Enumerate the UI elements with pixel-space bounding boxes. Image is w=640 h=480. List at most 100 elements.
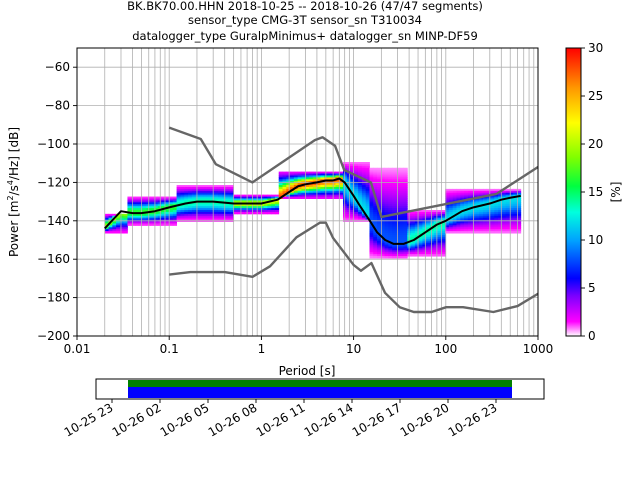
heatmap-cell xyxy=(169,217,174,221)
heatmap-cell xyxy=(320,192,325,196)
heatmap-cell xyxy=(361,173,367,176)
heatmap-cell xyxy=(490,217,495,221)
heatmap-cell xyxy=(104,213,109,217)
heatmap-cell xyxy=(399,246,404,249)
heatmap-cell xyxy=(445,210,450,213)
heatmap-cell xyxy=(475,210,480,213)
heatmap-cell xyxy=(350,177,355,180)
heatmap-cell xyxy=(350,213,355,217)
heatmap-cell xyxy=(377,252,382,255)
heatmap-cell xyxy=(206,206,212,209)
heatmap-cell xyxy=(301,188,306,192)
heatmap-cell xyxy=(369,173,374,176)
heatmap-cell xyxy=(384,167,389,171)
heatmap-cell xyxy=(138,204,143,207)
heatmap-cell xyxy=(494,196,499,199)
heatmap-cell xyxy=(460,211,465,215)
heatmap-cell xyxy=(490,190,495,194)
heatmap-cell xyxy=(501,194,507,198)
heatmap-cell xyxy=(346,192,351,196)
heatmap-cell xyxy=(308,179,314,182)
heatmap-cell xyxy=(516,217,522,221)
heatmap-cell xyxy=(138,208,143,211)
heatmap-cell xyxy=(388,196,393,199)
heatmap-cell xyxy=(297,175,302,178)
heatmap-cell xyxy=(388,169,393,173)
heatmap-cell xyxy=(448,190,454,194)
heatmap-cell xyxy=(343,175,348,178)
heatmap-cell xyxy=(399,215,404,219)
heatmap-cell xyxy=(203,190,208,194)
heatmap-cell xyxy=(513,190,518,194)
heatmap-cell xyxy=(486,223,491,226)
heatmap-cell xyxy=(354,185,359,188)
heatmap-cell xyxy=(297,194,302,198)
heatmap-cell xyxy=(505,190,510,194)
heatmap-cell xyxy=(445,194,450,198)
heatmap-cell xyxy=(187,215,193,219)
heatmap-cell xyxy=(229,190,234,194)
heatmap-cell xyxy=(354,167,359,171)
heatmap-cell xyxy=(399,229,404,232)
heatmap-cell xyxy=(411,252,416,255)
heatmap-cell xyxy=(498,202,503,205)
heatmap-cell xyxy=(256,210,261,213)
heatmap-cell xyxy=(210,210,215,213)
heatmap-cell xyxy=(290,173,295,176)
heatmap-cell xyxy=(301,175,306,178)
heatmap-cell xyxy=(282,171,287,174)
heatmap-cell xyxy=(486,200,491,203)
heatmap-cell xyxy=(369,196,374,199)
heatmap-cell xyxy=(365,204,370,207)
heatmap-cell xyxy=(414,229,420,232)
heatmap-cell xyxy=(448,200,454,203)
heatmap-cell xyxy=(195,190,200,194)
y-tick-label: −80 xyxy=(45,99,70,113)
heatmap-cell xyxy=(135,217,140,221)
heatmap-cell xyxy=(180,185,185,188)
heatmap-cell xyxy=(445,196,450,199)
heatmap-cell xyxy=(369,210,374,213)
heatmap-cell xyxy=(418,210,423,213)
heatmap-cell xyxy=(479,208,484,211)
heatmap-cell xyxy=(214,211,219,215)
heatmap-cell xyxy=(373,250,378,253)
heatmap-cell xyxy=(505,223,510,226)
heatmap-cell xyxy=(252,196,257,199)
heatmap-cell xyxy=(172,208,178,211)
heatmap-cell xyxy=(494,198,499,201)
heatmap-cell xyxy=(153,202,159,205)
heatmap-cell xyxy=(297,186,302,190)
heatmap-cell xyxy=(361,194,367,198)
heatmap-cell xyxy=(467,227,472,230)
heatmap-cell xyxy=(248,200,253,203)
heatmap-cell xyxy=(161,198,166,201)
heatmap-cell xyxy=(172,200,178,203)
heatmap-cell xyxy=(475,194,480,198)
heatmap-cell xyxy=(180,194,185,198)
heatmap-cell xyxy=(452,202,457,205)
heatmap-cell xyxy=(350,188,355,192)
x-tick-label: 10 xyxy=(346,342,361,356)
heatmap-cell xyxy=(150,221,155,224)
heatmap-cell xyxy=(433,210,438,213)
heatmap-cell xyxy=(388,244,393,247)
heatmap-cell xyxy=(388,236,393,240)
heatmap-cell xyxy=(395,188,401,192)
heatmap-cell xyxy=(369,229,374,232)
heatmap-cell xyxy=(377,171,382,174)
heatmap-cell xyxy=(464,194,469,198)
heatmap-cell xyxy=(513,221,518,224)
heatmap-cell xyxy=(392,186,397,190)
heatmap-cell xyxy=(127,208,132,211)
heatmap-cell xyxy=(172,223,178,226)
heatmap-cell xyxy=(501,213,507,217)
heatmap-cell xyxy=(343,190,348,194)
heatmap-cell xyxy=(445,221,450,224)
heatmap-cell xyxy=(199,202,204,205)
heatmap-cell xyxy=(505,225,510,228)
heatmap-cell xyxy=(452,211,457,215)
heatmap-cell xyxy=(237,204,242,207)
heatmap-cell xyxy=(437,223,442,226)
heatmap-cell xyxy=(263,211,268,215)
